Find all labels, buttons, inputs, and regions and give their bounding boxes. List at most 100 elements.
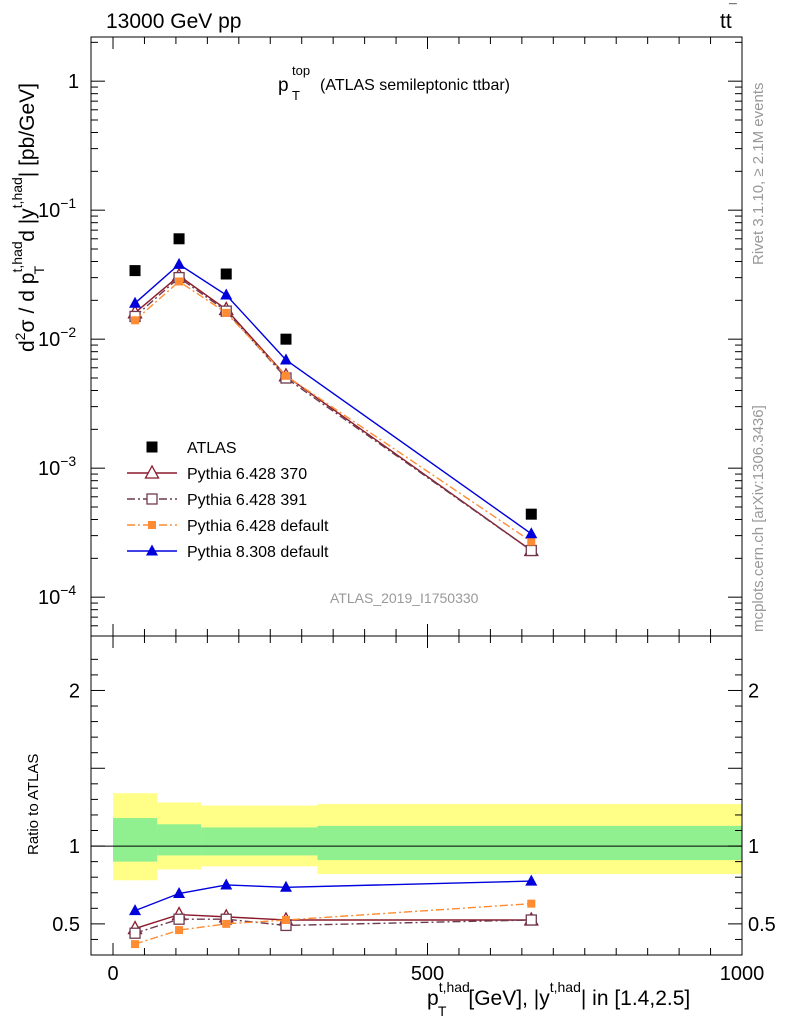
uncertainty-band-inner	[201, 827, 318, 856]
data-point	[527, 537, 536, 546]
data-point	[222, 919, 231, 928]
data-point	[175, 277, 184, 286]
x-tick-label: 1000	[720, 963, 765, 985]
ylabel-d: d	[16, 340, 39, 352]
data-point	[280, 333, 292, 345]
xlabel-y-sup: t,had	[550, 979, 581, 995]
legend-marker	[146, 493, 158, 505]
y-tick-label-base: 10	[38, 458, 60, 480]
uncertainty-band-inner	[113, 818, 158, 862]
uncertainty-band-inner	[317, 825, 742, 861]
y-tick-label-base: 1	[68, 71, 79, 93]
data-point	[129, 265, 141, 277]
y-tick-label: 10−1	[38, 195, 76, 222]
data-point	[525, 527, 538, 539]
legend-marker	[146, 441, 158, 453]
ylabel-pt-sub: T	[31, 265, 47, 274]
ratio-y-tick-label-right: 2	[748, 680, 759, 702]
ratio-y-tick-label: 0.5	[52, 914, 80, 936]
data-point	[525, 508, 537, 520]
legend-item: ATLAS	[146, 440, 237, 457]
plot-title: p top T (ATLAS semileptonic ttbar)	[278, 63, 510, 103]
legend-item: Pythia 6.428 391	[127, 492, 307, 509]
series-pythia-6-428-391	[129, 271, 537, 557]
data-point	[173, 257, 186, 269]
data-point	[173, 913, 185, 925]
data-point	[525, 874, 538, 886]
plot-title-sub: T	[292, 88, 300, 103]
x-tick-label: 500	[411, 963, 444, 985]
data-point	[279, 353, 292, 365]
ratio-y-tick-label-right: 1	[748, 836, 759, 858]
plot-title-sup: top	[292, 63, 310, 78]
legend-marker	[148, 521, 156, 529]
series-pythia-6-428-391	[129, 913, 537, 939]
y-tick-label-exp: −1	[60, 195, 76, 211]
header-process-base: tt	[720, 10, 732, 33]
data-point	[279, 880, 292, 892]
data-point	[129, 296, 142, 308]
data-point	[281, 371, 290, 380]
legend-label: ATLAS	[187, 440, 237, 457]
series-atlas	[129, 233, 537, 520]
data-point	[175, 926, 184, 935]
y-tick-label-exp: −4	[60, 582, 76, 598]
data-point	[222, 308, 231, 317]
data-point	[131, 940, 140, 949]
y-tick-label: 10−2	[38, 324, 76, 351]
header-energy-label: 13000 GeV pp	[106, 10, 241, 33]
series-line	[134, 902, 532, 945]
ylabel-pt-sup: t,had	[9, 241, 25, 272]
ylabel-slash: /	[16, 308, 39, 314]
y-tick-label-exp: −2	[60, 324, 76, 340]
xlabel-end: | in [1.4,2.5]	[581, 987, 690, 1010]
ratio-y-axis-label: Ratio to ATLAS	[25, 754, 42, 855]
xlabel-p: p	[427, 987, 439, 1010]
header-process-label: tt ¯	[720, 1, 737, 33]
series-line	[134, 276, 532, 552]
header-process-bar: ¯	[728, 1, 737, 17]
legend-marker	[146, 544, 158, 556]
ratio-panel: 2 2 1 1 0.5 0.5	[52, 635, 776, 956]
legend-item: Pythia 6.428 370	[127, 464, 307, 483]
y-tick-label: 10−3	[38, 453, 76, 480]
xlabel-p-sub: T	[438, 1003, 447, 1019]
legend-item: Pythia 6.428 default	[127, 518, 329, 535]
ylabel-rest: | [pb/GeV]	[16, 83, 39, 177]
ratio-y-tick-label: 1	[69, 836, 80, 858]
ratio-panel-frame	[90, 635, 743, 956]
series-line	[134, 918, 532, 934]
data-point	[525, 544, 537, 557]
legend-label: Pythia 8.308 default	[187, 544, 329, 561]
plot-title-p: p	[278, 75, 289, 96]
rivet-version-label: Rivet 3.1.10, ≥ 2.1M events	[750, 83, 767, 266]
legend: ATLAS Pythia 6.428 370 Pythia 6.428 391 Pyt…	[127, 440, 329, 561]
y-tick-label: 1	[68, 71, 79, 93]
plot-title-rest: (ATLAS semileptonic ttbar)	[320, 77, 510, 94]
data-point	[220, 268, 232, 280]
series-line	[134, 880, 532, 912]
xlabel-p-sup: t,had	[439, 979, 470, 995]
data-point	[129, 927, 141, 939]
main-panel: 110−110−210−310−4	[38, 36, 743, 637]
uncertainty-band-inner	[157, 824, 202, 856]
data-point	[527, 899, 536, 908]
ratio-y-tick-label: 2	[69, 680, 80, 702]
y-tick-label-exp: −3	[60, 453, 76, 469]
legend-label: Pythia 6.428 default	[187, 518, 329, 535]
ylabel-y-sup: t,had	[9, 177, 25, 208]
y-tick-label-base: 10	[38, 587, 60, 609]
main-y-axis-label: d2σ/d pt,had Td |yt,had| [pb/GeV]	[9, 83, 47, 352]
y-tick-label: 10−4	[38, 582, 76, 609]
main-y-axis: 110−110−210−310−4	[38, 41, 742, 637]
series-pythia-6-428-default	[131, 277, 536, 546]
analysis-id-label: ATLAS_2019_I1750330	[330, 590, 479, 606]
x-axis-label: pt,had T[GeV], |yt,had| in [1.4,2.5]	[427, 979, 690, 1019]
ylabel-sigma: σ	[16, 320, 39, 333]
ratio-y-tick-label-right: 0.5	[748, 914, 776, 936]
y-tick-label-base: 10	[38, 329, 60, 351]
ratio-y-axis: 2 2 1 1 0.5 0.5	[52, 658, 776, 940]
